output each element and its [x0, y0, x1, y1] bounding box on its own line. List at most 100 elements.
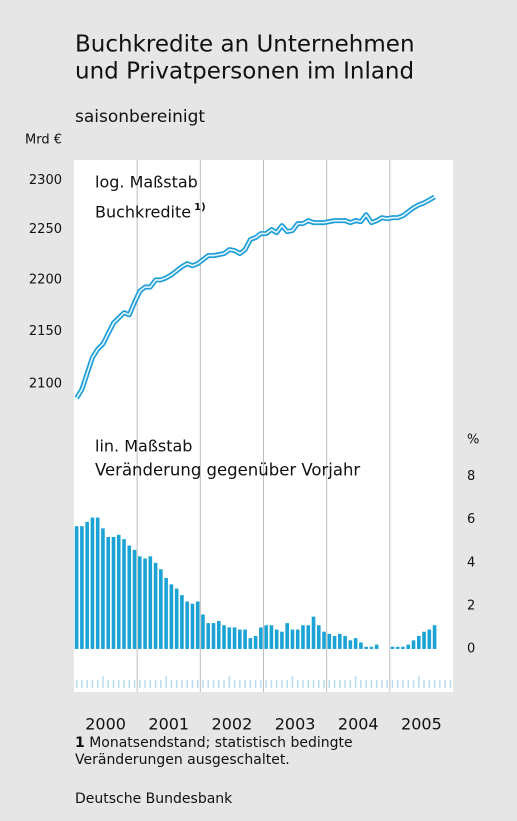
- footnote: 1 Monatsendstand; statistisch bedingte V…: [75, 735, 455, 769]
- bar: [127, 545, 132, 649]
- y-tick-label: 2200: [29, 272, 62, 287]
- y-tick-label: 2150: [29, 324, 62, 339]
- bar: [111, 536, 116, 649]
- bar: [216, 620, 221, 649]
- bar: [85, 521, 89, 649]
- bar: [411, 640, 416, 649]
- bar: [95, 517, 100, 649]
- x-tick-label: 2002: [212, 715, 253, 734]
- bar: [148, 556, 153, 649]
- bar: [280, 631, 284, 649]
- bar: [338, 633, 342, 649]
- bar: [206, 623, 211, 649]
- bar: [211, 623, 216, 649]
- bar: [132, 549, 137, 649]
- x-tick-label: 2003: [275, 715, 316, 734]
- bar: [116, 534, 121, 649]
- bar: [285, 623, 289, 649]
- bar: [311, 616, 316, 649]
- bar: [301, 625, 305, 649]
- bar: [327, 633, 332, 649]
- bar: [390, 646, 395, 649]
- bar: [164, 577, 168, 649]
- bar: [295, 629, 300, 649]
- bar: [106, 536, 111, 649]
- bar: [274, 629, 279, 649]
- bar: [316, 625, 321, 649]
- bar: [195, 601, 200, 649]
- bar: [364, 646, 368, 649]
- annotation: lin. Maßstab: [95, 437, 192, 456]
- bar: [222, 625, 226, 649]
- legend-label: Veränderung gegenüber Vorjahr: [95, 461, 360, 480]
- bar: [169, 584, 174, 649]
- y-tick-label: 2300: [29, 173, 62, 188]
- bar: [369, 646, 374, 649]
- chart-title: Buchkredite an Unternehmen: [75, 32, 415, 58]
- x-tick-label: 2004: [338, 715, 379, 734]
- y-tick-label: 4: [467, 555, 475, 570]
- y-tick-label: 2250: [29, 222, 62, 237]
- bar: [232, 627, 237, 649]
- bar: [74, 526, 79, 649]
- bar: [153, 562, 158, 649]
- bar: [248, 638, 253, 649]
- annotation: log. Maßstab: [95, 173, 198, 192]
- bar: [348, 640, 353, 649]
- bar: [422, 631, 426, 649]
- bar: [80, 526, 84, 649]
- bar: [122, 539, 126, 649]
- legend-label: Buchkredite: [95, 203, 191, 222]
- bar: [259, 627, 263, 649]
- bar: [238, 629, 242, 649]
- y-tick-label: 2100: [29, 377, 62, 392]
- bar: [243, 629, 247, 649]
- bar: [159, 569, 163, 649]
- y-unit: %: [467, 433, 479, 448]
- y-tick-label: 8: [467, 469, 475, 484]
- chart-title: und Privatpersonen im Inland: [75, 59, 414, 85]
- bar: [227, 627, 232, 649]
- y-unit: Mrd €: [25, 133, 62, 148]
- footnote-marker: 1: [75, 735, 85, 751]
- bar: [401, 646, 405, 649]
- bar: [332, 636, 337, 649]
- x-tick-label: 2000: [85, 715, 126, 734]
- bar: [185, 601, 189, 649]
- subtitle: saisonbereinigt: [75, 107, 205, 127]
- bar: [353, 638, 358, 649]
- x-tick-label: 2001: [148, 715, 189, 734]
- source: Deutsche Bundesbank: [75, 791, 233, 807]
- bar: [416, 636, 421, 649]
- bar: [374, 644, 379, 649]
- series-line-highlight: [75, 196, 435, 399]
- bar: [306, 625, 311, 649]
- bar: [180, 595, 184, 649]
- bar: [201, 614, 205, 649]
- bar: [143, 558, 147, 649]
- bar: [322, 631, 326, 649]
- bar: [101, 528, 105, 649]
- bar: [290, 629, 295, 649]
- bar: [253, 636, 258, 649]
- bar: [174, 588, 179, 649]
- bar: [190, 603, 195, 649]
- footnote-text: Monatsendstand; statistisch bedingte Ver…: [75, 735, 353, 768]
- bar: [432, 625, 437, 649]
- bar: [395, 646, 400, 649]
- y-tick-label: 2: [467, 598, 475, 613]
- bar: [269, 625, 274, 649]
- bar: [137, 556, 142, 649]
- bar: [343, 636, 347, 649]
- bar: [427, 629, 432, 649]
- bar: [406, 644, 411, 649]
- y-tick-label: 0: [467, 641, 475, 656]
- y-tick-label: 6: [467, 512, 475, 527]
- bar: [264, 625, 268, 649]
- bar: [90, 517, 95, 649]
- footnote-ref: 1): [194, 202, 206, 213]
- bar: [359, 642, 363, 649]
- x-tick-label: 2005: [401, 715, 442, 734]
